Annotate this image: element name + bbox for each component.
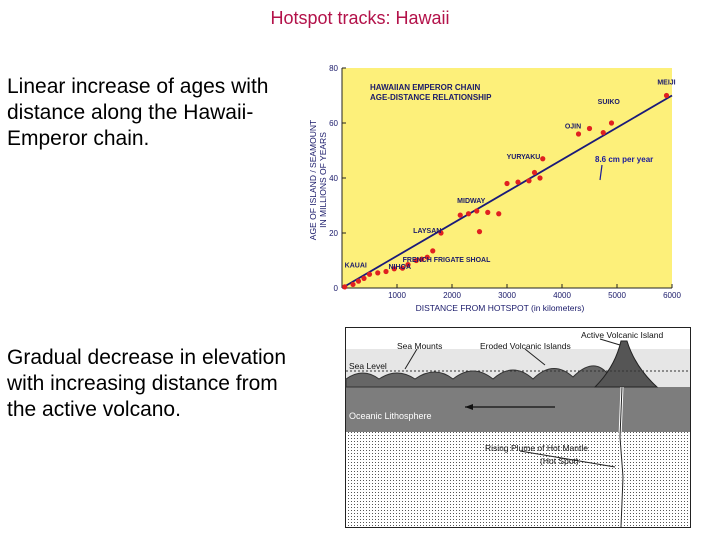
plate-motion-arrowhead <box>465 404 473 410</box>
data-point <box>537 175 543 181</box>
seamount-label: FRENCH FRIGATE SHOAL <box>403 257 491 264</box>
label-hot-spot: (Hot Spot) <box>540 456 579 466</box>
seamount-label: MEIJI <box>657 80 675 87</box>
seamount-label: LAYSAN <box>413 228 441 235</box>
label-lithosphere: Oceanic Lithosphere <box>349 411 432 421</box>
data-point <box>375 270 381 276</box>
rate-label: 8.6 cm per year <box>595 155 653 164</box>
diagram-frame <box>345 327 691 528</box>
data-point <box>413 257 419 264</box>
x-tick-label: 6000 <box>663 291 681 300</box>
mantle <box>346 432 690 527</box>
data-point <box>600 130 606 136</box>
x-axis-label: DISTANCE FROM HOTSPOT (in kilometers) <box>416 303 585 313</box>
y-axis-label: AGE OF ISLAND / SEAMOUNT IN MILLIONS OF … <box>308 120 328 240</box>
label-active-island: Active Volcanic Island <box>581 330 663 340</box>
data-point <box>504 180 510 187</box>
oceanic-lithosphere <box>346 387 690 432</box>
data-point <box>575 131 582 137</box>
y-tick-label: 0 <box>334 284 339 293</box>
data-point <box>391 266 397 272</box>
data-point <box>419 256 425 262</box>
hotspot-cross-section: Sea Mounts Eroded Volcanic Islands Activ… <box>345 327 691 528</box>
seamount-label: NIHOA <box>388 264 411 271</box>
data-point <box>438 230 444 236</box>
seamount-chain <box>345 361 624 388</box>
data-point <box>526 178 532 184</box>
label-sea-mounts: Sea Mounts <box>397 341 442 351</box>
chart-title-line1: HAWAIIAN EMPEROR CHAIN <box>370 83 480 92</box>
data-points <box>342 92 670 290</box>
chart-title-line2: AGE-DISTANCE RELATIONSHIP <box>370 93 492 102</box>
data-point <box>457 212 463 218</box>
bullet-age-distance: Linear increase of ages with distance al… <box>7 75 269 150</box>
data-point <box>342 284 348 290</box>
data-point <box>366 271 373 277</box>
data-point <box>361 275 367 281</box>
chart-title: HAWAIIAN EMPEROR CHAIN AGE-DISTANCE RELA… <box>370 83 492 102</box>
x-tick-label: 5000 <box>608 291 626 300</box>
y-tick-label: 20 <box>329 229 338 238</box>
y-axis-label-line2: IN MILLIONS OF YEARS <box>318 132 328 228</box>
data-point <box>474 208 480 214</box>
label-rising-plume: Rising Plume of Hot Mantle <box>485 443 588 453</box>
slide-title: Hotspot tracks: Hawaii <box>270 8 450 28</box>
trend-line-group <box>341 94 673 289</box>
data-point <box>476 229 483 235</box>
data-point <box>424 254 430 260</box>
label-sea-level: Sea Level <box>349 361 387 371</box>
data-point <box>531 169 538 176</box>
data-point <box>485 209 491 215</box>
seamount-label: KAUAI <box>345 262 367 269</box>
seamount-label: OJIN <box>565 124 581 131</box>
label-eroded-islands: Eroded Volcanic Islands <box>480 341 571 351</box>
y-tick-label: 40 <box>329 174 338 183</box>
x-tick-label: 2000 <box>443 291 461 300</box>
trend-line <box>341 94 673 289</box>
data-point <box>399 265 406 271</box>
y-tick-label: 60 <box>329 119 338 128</box>
y-tick-label: 80 <box>329 64 338 73</box>
plot-background <box>342 68 672 288</box>
seamount-label: YURYAKU <box>507 154 541 161</box>
data-point <box>663 92 670 99</box>
y-axis-label-line1: AGE OF ISLAND / SEAMOUNT <box>308 120 318 240</box>
data-point <box>540 156 546 162</box>
data-point <box>350 281 356 288</box>
data-point <box>496 211 502 217</box>
rate-arrow <box>599 164 603 181</box>
x-tick-label: 3000 <box>498 291 516 300</box>
age-distance-chart: 0 20 40 60 80 1000 2000 3000 4000 5000 6000 MEIJI S… <box>308 64 681 313</box>
data-point <box>586 125 593 132</box>
x-tick-label: 1000 <box>388 291 406 300</box>
seamount-labels: MEIJI SUIKO OJIN YURYAKU MIDWAY LAYSAN FRENCH … <box>345 80 676 271</box>
data-point <box>608 120 615 126</box>
data-point <box>465 211 472 217</box>
chart-axes: 0 20 40 60 80 1000 2000 3000 4000 5000 6000 <box>329 64 681 300</box>
seamount-label: SUIKO <box>598 99 621 106</box>
data-point <box>430 248 436 254</box>
data-point <box>355 278 362 284</box>
x-tick-label: 4000 <box>553 291 571 300</box>
bullet-elevation: Gradual decrease in elevation with incre… <box>7 346 287 421</box>
data-point <box>405 262 411 268</box>
data-point <box>515 179 521 185</box>
data-point <box>383 268 389 275</box>
seamount-label: MIDWAY <box>457 198 485 205</box>
active-volcano <box>593 340 659 388</box>
